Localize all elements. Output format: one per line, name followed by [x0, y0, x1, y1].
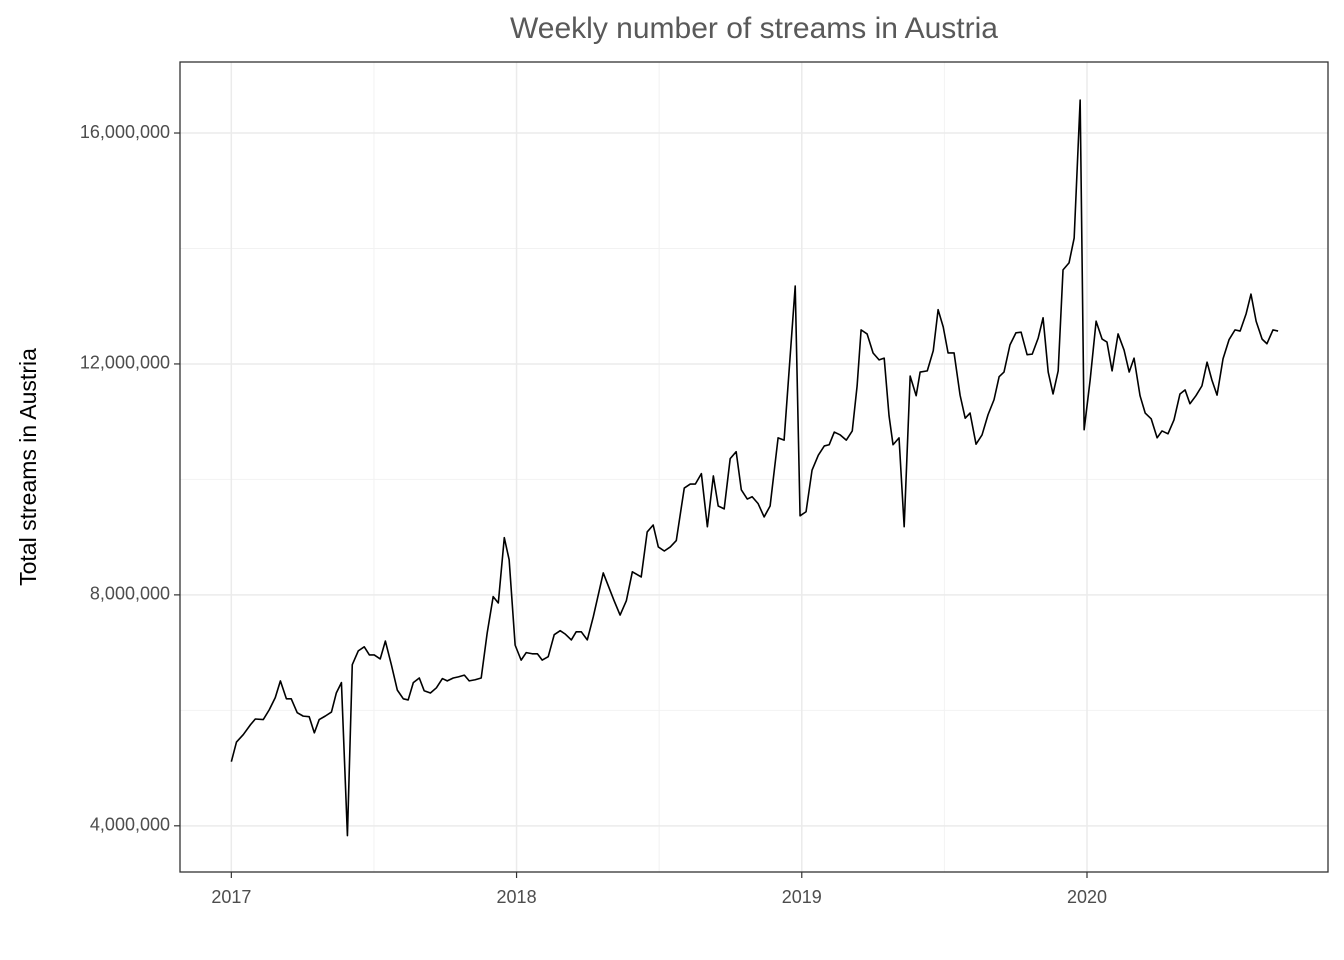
- y-axis-label: Total streams in Austria: [15, 348, 41, 586]
- x-tick-label: 2019: [782, 887, 822, 907]
- x-tick-label: 2018: [497, 887, 537, 907]
- y-tick-label: 16,000,000: [80, 122, 170, 142]
- y-tick-label: 4,000,000: [90, 815, 170, 835]
- y-tick-label: 8,000,000: [90, 584, 170, 604]
- line-series: [230, 99, 1279, 837]
- x-tick-label: 2020: [1067, 887, 1107, 907]
- x-tick-label: 2017: [211, 887, 251, 907]
- plot-border: [179, 61, 1329, 873]
- chart-title: Weekly number of streams in Austria: [510, 12, 998, 45]
- y-tick-label: 12,000,000: [80, 353, 170, 373]
